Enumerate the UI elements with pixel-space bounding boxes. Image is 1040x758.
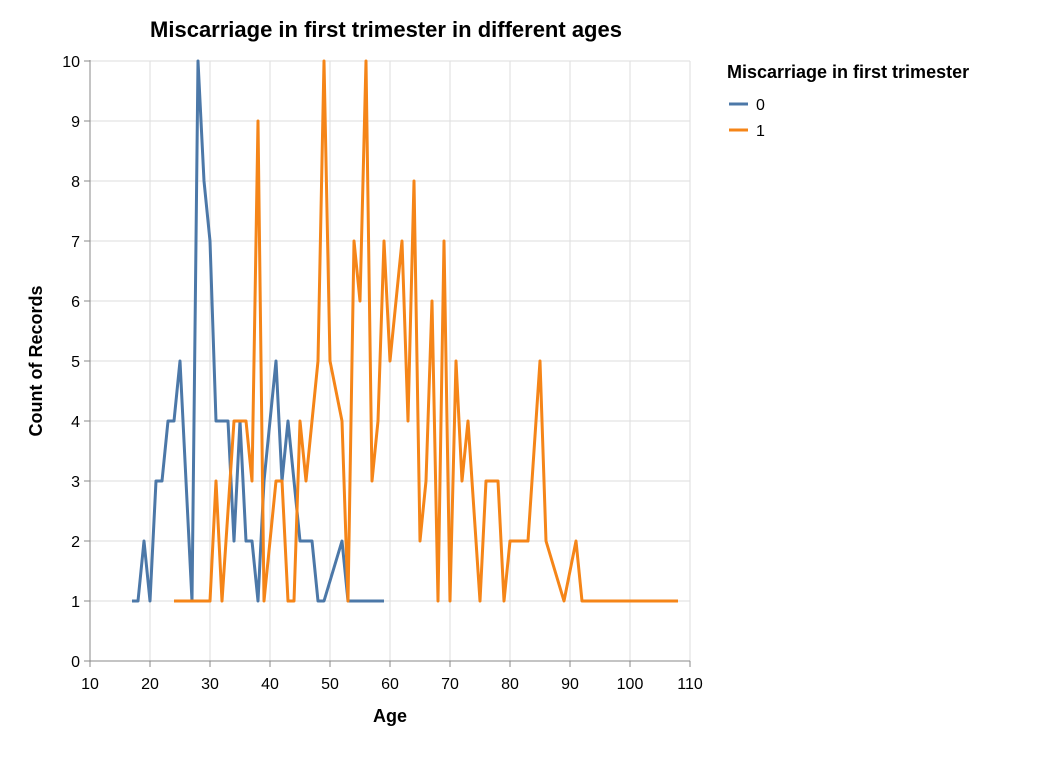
y-tick-label: 9: [71, 114, 80, 131]
x-tick-label: 30: [201, 676, 219, 693]
x-tick-label: 40: [261, 676, 279, 693]
legend: Miscarriage in first trimester 01: [727, 62, 969, 140]
legend-items: 01: [729, 97, 765, 140]
y-axis-ticks: 0 1 2 3 4 5 6 7 8 9 10: [62, 54, 90, 671]
x-tick-label: 50: [321, 676, 339, 693]
y-tick-label: 6: [71, 294, 80, 311]
x-tick-label: 70: [441, 676, 459, 693]
x-tick-label: 80: [501, 676, 519, 693]
y-tick-label: 1: [71, 594, 80, 611]
y-tick-label: 7: [71, 234, 80, 251]
legend-title: Miscarriage in first trimester: [727, 62, 969, 82]
y-tick-label: 0: [71, 654, 80, 671]
x-tick-label: 110: [677, 676, 703, 693]
series-line-1: [174, 59, 678, 603]
x-axis-title: Age: [373, 706, 407, 726]
x-tick-label: 90: [561, 676, 579, 693]
x-tick-label: 60: [381, 676, 399, 693]
x-tick-label: 10: [81, 676, 99, 693]
y-tick-label: 2: [71, 534, 80, 551]
series-lines: [132, 59, 678, 603]
y-tick-label: 5: [71, 354, 80, 371]
legend-label-1: 1: [756, 123, 765, 140]
chart-title: Miscarriage in first trimester in differ…: [150, 17, 622, 42]
y-axis-title: Count of Records: [26, 286, 46, 437]
legend-label-0: 0: [756, 97, 765, 114]
x-tick-label: 20: [141, 676, 159, 693]
y-tick-label: 10: [62, 54, 80, 71]
y-tick-label: 3: [71, 474, 80, 491]
x-axis-ticks: 10 20 30 40 50 60 70 80 90 100 110: [81, 661, 703, 693]
y-tick-label: 4: [71, 414, 80, 431]
y-tick-label: 8: [71, 174, 80, 191]
x-tick-label: 100: [617, 676, 644, 693]
